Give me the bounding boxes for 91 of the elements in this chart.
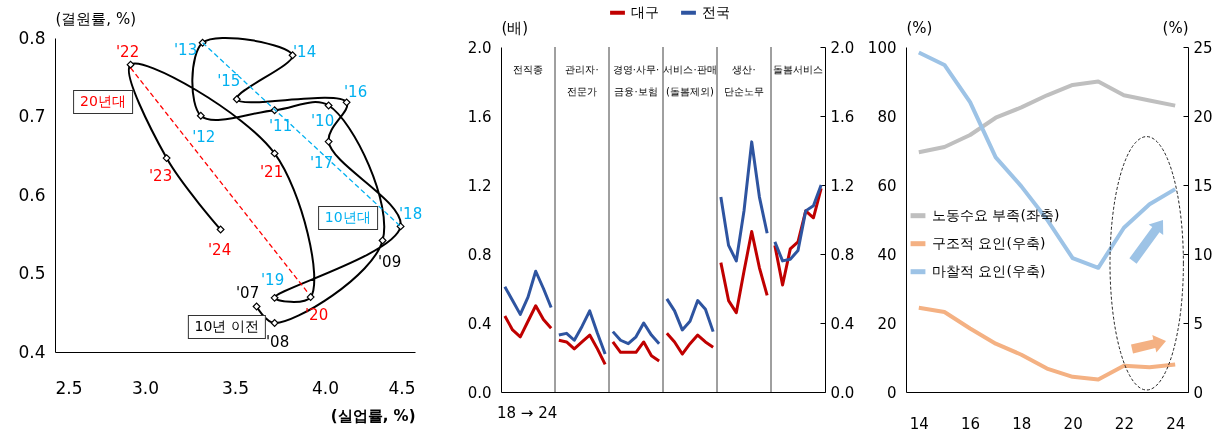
annotation: '16 (343, 83, 368, 102)
annotation: '17 (309, 153, 334, 172)
legend-label: 노동수요 부족(좌축) (932, 206, 1060, 223)
y2-tick-label: 1.2 (830, 176, 855, 195)
y2-tick-label: 2.0 (830, 38, 855, 57)
x-tick-label: 4.0 (311, 377, 340, 398)
y-tick-label: 0.4 (467, 314, 492, 333)
annotation: '09 (377, 252, 402, 271)
annotation: 서비스·판매(돌봄제외) (663, 63, 717, 99)
y-tick-label: 1.6 (467, 107, 492, 126)
y2-tick-label: 25 (1193, 38, 1213, 57)
x-tick-label: 18 (1012, 414, 1032, 433)
annotation: 10년 이전 (187, 315, 266, 340)
y2-tick-label: 1.6 (830, 107, 855, 126)
y-axis-title: (배) (501, 18, 529, 37)
y-tick-label: 40 (877, 245, 897, 264)
annotation: '07 (235, 284, 260, 303)
legend-label: 대구 (631, 3, 659, 20)
y2-tick-label: 5 (1193, 314, 1204, 333)
x-tick-label: 16 (961, 414, 981, 433)
line-series (665, 297, 715, 334)
line-series (719, 230, 769, 315)
y-tick-label: 0.5 (18, 263, 46, 283)
line-series (503, 269, 553, 316)
legend-label: 전국 (702, 3, 730, 20)
annotation: '08 (265, 332, 290, 351)
annotation: 전직종 (512, 63, 544, 77)
y-tick-label: 0.8 (467, 245, 492, 264)
y-tick-label: 2.0 (467, 38, 492, 57)
y-tick-label: 0.4 (18, 341, 46, 362)
y-tick-label: 100 (867, 38, 897, 57)
annotation: '22 (115, 42, 140, 61)
y2-axis-title: (%) (1162, 18, 1189, 37)
annotation: '23 (148, 167, 173, 186)
line-series (611, 321, 661, 346)
line-series (503, 304, 553, 339)
annotation: 돌봄서비스 (772, 63, 824, 77)
x-tick-label: 20 (1063, 414, 1083, 433)
line-series (665, 331, 715, 356)
legend-label: 마찰적 요인(우축) (932, 262, 1046, 279)
y-tick-label: 0.0 (467, 383, 492, 402)
annotation: 경영·사무·금융·보험 (611, 63, 661, 99)
annotation: '24 (207, 240, 232, 259)
line-series (916, 79, 1178, 155)
annotation: 생산·단순노무 (723, 63, 765, 99)
y-tick-label: 1.2 (467, 176, 492, 195)
line-series (557, 333, 607, 366)
x-tick-label: 3.5 (221, 377, 250, 398)
line-series (916, 305, 1178, 382)
y-axis-title: (%) (906, 18, 933, 37)
annotation: '14 (292, 43, 317, 62)
x-tick-label: 24 (1166, 414, 1186, 433)
x-tick-label: 22 (1114, 414, 1134, 433)
line-series (773, 183, 823, 263)
y-tick-label: 0.8 (18, 27, 46, 48)
annotation: '20 (304, 306, 329, 325)
annotation: '21 (259, 163, 284, 182)
x-tick-label: 14 (909, 414, 929, 433)
y-tick-label: 0.6 (18, 184, 46, 205)
y-tick-label: 60 (877, 176, 897, 195)
y-tick-label: 0 (886, 383, 897, 402)
annotation: '13 (173, 40, 198, 59)
text: 18 → 24 (497, 404, 558, 422)
line-series (719, 140, 769, 263)
y2-tick-label: 10 (1193, 245, 1213, 264)
line-series (611, 340, 661, 363)
y-tick-label: 0.7 (18, 106, 46, 126)
y2-tick-label: 15 (1193, 176, 1213, 195)
x-tick-label: 3.0 (131, 377, 160, 398)
y-tick-label: 20 (877, 314, 897, 333)
x-axis-title: (실업률, %) (330, 406, 416, 425)
legend-label: 구조적 요인(우축) (932, 234, 1046, 251)
y2-tick-label: 0.4 (830, 314, 855, 333)
x-tick-label: 4.5 (388, 377, 416, 398)
line-series (557, 309, 607, 356)
y-axis-title: (결원률, %) (55, 9, 136, 28)
annotation: '10 (310, 111, 335, 130)
annotation: 관리자·전문가 (564, 63, 600, 99)
y2-tick-label: 0.8 (830, 245, 855, 264)
annotation: '19 (260, 270, 285, 289)
x-tick-label: 2.5 (55, 377, 83, 398)
annotation: '11 (268, 117, 293, 136)
y2-tick-label: 0.0 (830, 383, 855, 402)
y2-tick-label: 0 (1193, 383, 1204, 402)
y2-tick-label: 20 (1193, 107, 1213, 126)
annotation: 20년대 (73, 90, 133, 114)
annotation: 10년대 (317, 206, 378, 231)
annotation: '15 (217, 72, 241, 91)
annotation: '12 (192, 127, 216, 146)
annotation: '18 (398, 205, 423, 224)
y-tick-label: 80 (877, 107, 897, 126)
